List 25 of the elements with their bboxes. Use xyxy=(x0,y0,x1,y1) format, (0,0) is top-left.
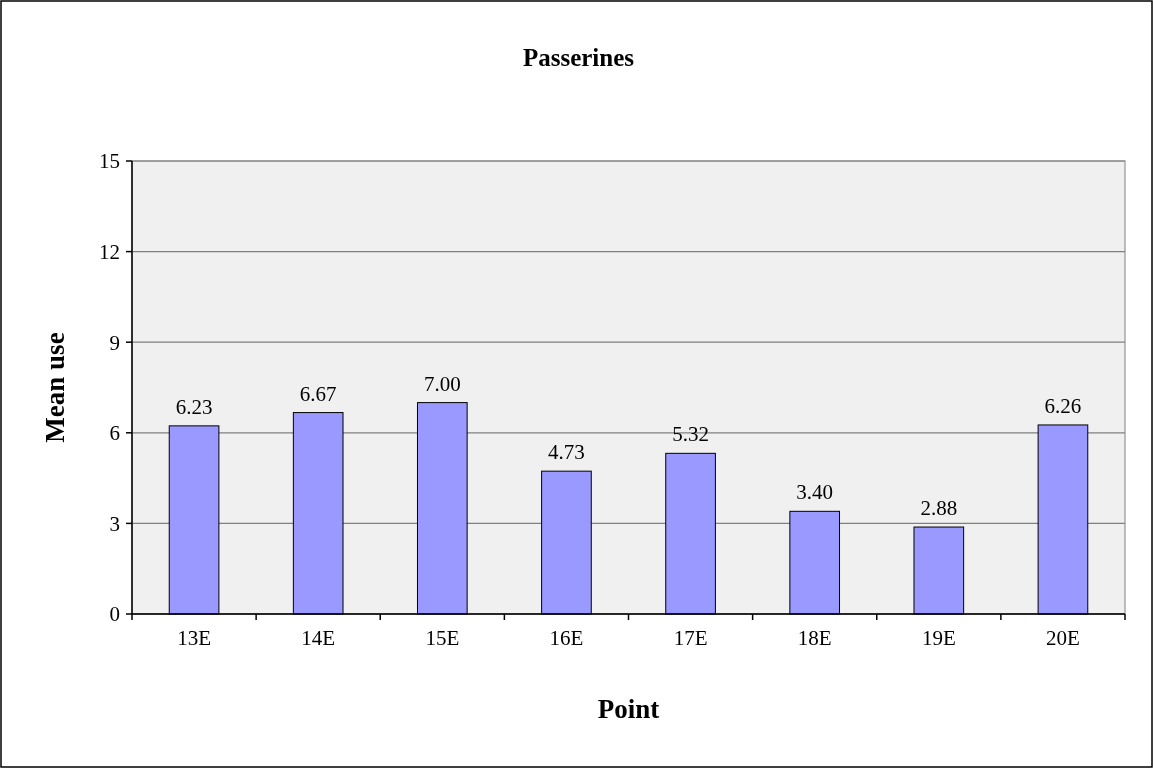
y-tick-label: 0 xyxy=(109,602,120,627)
chart-title: Passerines xyxy=(522,44,635,71)
y-tick-label: 9 xyxy=(109,330,120,355)
x-tick-label: 18E xyxy=(797,626,832,650)
x-tick-label: 15E xyxy=(425,626,460,650)
x-tick-label: 16E xyxy=(549,626,584,650)
y-tick-label: 3 xyxy=(109,511,120,536)
x-tick-label: 14E xyxy=(301,626,336,650)
x-axis-title: Point xyxy=(597,694,660,724)
data-label: 6.23 xyxy=(175,394,213,419)
y-axis-title: Mean use xyxy=(40,332,70,443)
data-label: 3.40 xyxy=(796,480,834,505)
x-tick-label: 13E xyxy=(177,626,211,650)
x-tick-label: 20E xyxy=(1046,626,1080,650)
data-label: 2.88 xyxy=(920,496,958,521)
x-tick-label: 19E xyxy=(921,626,956,650)
data-label: 6.67 xyxy=(299,381,337,406)
data-label: 7.00 xyxy=(423,371,461,396)
data-label: 6.26 xyxy=(1044,393,1082,418)
y-tick-label: 12 xyxy=(99,239,120,264)
data-label: 4.73 xyxy=(548,440,585,465)
y-tick-label: 15 xyxy=(99,149,120,174)
x-tick-label: 17E xyxy=(673,626,708,650)
data-label: 5.32 xyxy=(672,422,709,447)
y-tick-label: 6 xyxy=(109,421,120,446)
